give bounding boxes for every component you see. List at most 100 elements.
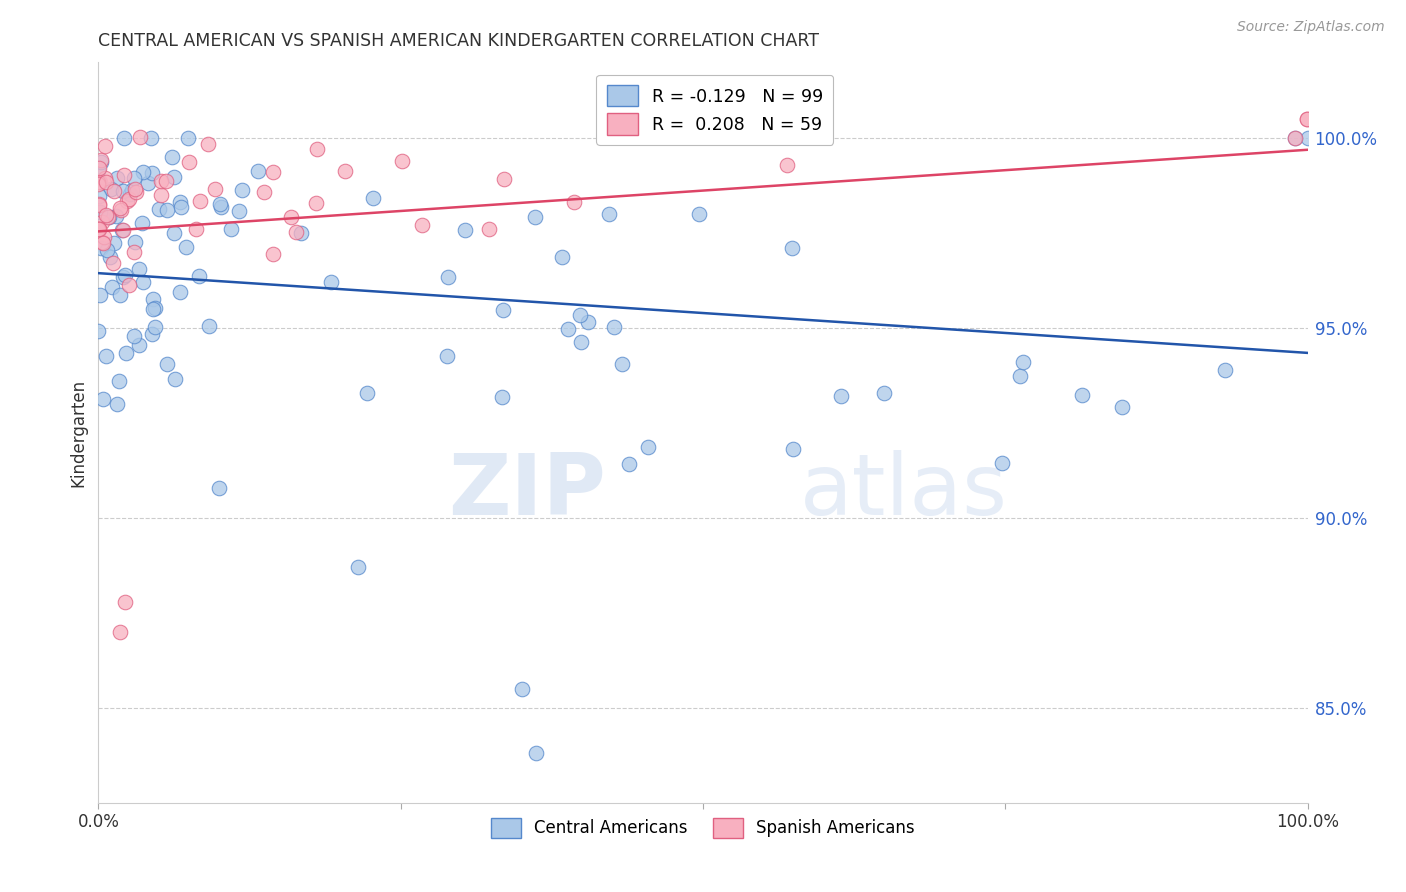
Point: [149, 174, 172, 188]
Point: [112, 223, 135, 237]
Point: [156, 203, 179, 218]
Point: [108, 624, 131, 639]
Point: [87, 178, 110, 192]
Point: [90, 241, 112, 255]
Point: [598, 207, 620, 221]
Point: [148, 202, 170, 217]
Point: [124, 185, 146, 199]
Point: [94, 171, 117, 186]
Point: [305, 195, 328, 210]
Point: [87, 189, 110, 203]
Point: [347, 560, 370, 574]
Point: [97, 210, 120, 224]
Point: [114, 594, 136, 608]
Point: [494, 172, 516, 186]
Point: [208, 481, 231, 495]
Point: [436, 349, 458, 363]
Point: [1071, 388, 1094, 402]
Point: [98, 250, 121, 264]
Point: [87, 222, 110, 236]
Point: [524, 747, 547, 761]
Point: [231, 183, 253, 197]
Point: [89, 288, 111, 302]
Point: [253, 185, 276, 199]
Point: [228, 204, 250, 219]
Point: [115, 345, 138, 359]
Point: [91, 215, 114, 229]
Point: [141, 166, 163, 180]
Point: [179, 154, 201, 169]
Point: [89, 204, 111, 219]
Point: [103, 185, 125, 199]
Point: [122, 171, 145, 186]
Point: [356, 386, 378, 401]
Point: [990, 456, 1012, 470]
Point: [617, 457, 640, 471]
Point: [93, 230, 115, 244]
Point: [285, 225, 308, 239]
Point: [87, 222, 110, 236]
Point: [87, 175, 110, 189]
Point: [290, 227, 312, 241]
Point: [96, 208, 118, 222]
Point: [111, 223, 134, 237]
Point: [108, 201, 131, 215]
Point: [143, 319, 166, 334]
Point: [776, 159, 799, 173]
Point: [576, 315, 599, 329]
Point: [96, 244, 118, 258]
Point: [105, 170, 128, 185]
Point: [262, 247, 284, 261]
Point: [131, 216, 153, 230]
Point: [143, 301, 166, 316]
Point: [219, 221, 242, 235]
Point: [170, 200, 193, 214]
Point: [491, 390, 513, 404]
Point: [510, 681, 533, 696]
Point: [1295, 112, 1317, 127]
Point: [112, 168, 135, 182]
Point: [90, 235, 112, 250]
Point: [89, 175, 111, 189]
Point: [411, 219, 433, 233]
Point: [319, 276, 342, 290]
Point: [142, 292, 165, 306]
Point: [162, 169, 184, 184]
Point: [94, 350, 117, 364]
Point: [1296, 112, 1319, 127]
Point: [637, 440, 659, 454]
Point: [478, 222, 501, 236]
Point: [156, 357, 179, 371]
Point: [108, 288, 131, 302]
Point: [782, 241, 804, 255]
Point: [101, 255, 124, 269]
Point: [121, 183, 143, 197]
Point: [112, 131, 135, 145]
Point: [782, 442, 804, 456]
Point: [117, 194, 139, 208]
Point: [391, 153, 413, 168]
Point: [246, 164, 269, 178]
Point: [132, 165, 155, 179]
Point: [93, 392, 115, 407]
Text: Source: ZipAtlas.com: Source: ZipAtlas.com: [1237, 20, 1385, 34]
Point: [89, 173, 111, 187]
Point: [90, 153, 112, 167]
Point: [110, 203, 132, 218]
Point: [612, 357, 634, 371]
Point: [97, 210, 120, 224]
Point: [169, 195, 191, 210]
Point: [262, 164, 284, 178]
Point: [142, 302, 165, 317]
Point: [169, 285, 191, 300]
Point: [188, 268, 211, 283]
Y-axis label: Kindergarten: Kindergarten: [69, 378, 87, 487]
Point: [688, 206, 710, 220]
Point: [550, 250, 572, 264]
Point: [101, 279, 124, 293]
Point: [89, 197, 111, 211]
Point: [1284, 131, 1306, 145]
Point: [602, 320, 624, 334]
Point: [188, 194, 211, 209]
Point: [873, 385, 896, 400]
